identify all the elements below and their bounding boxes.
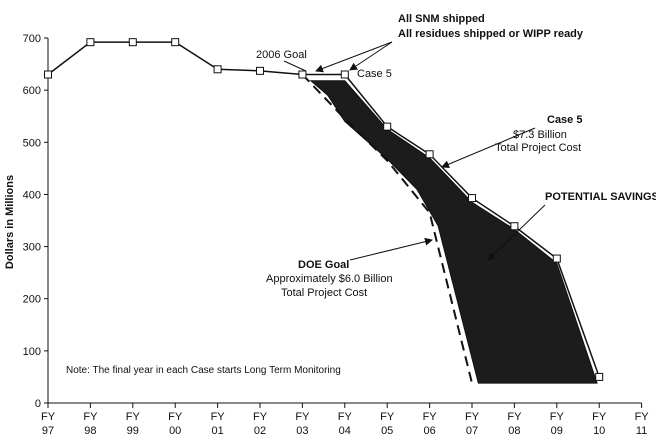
case5-line (47, 41, 600, 378)
x-tick-label-fy: FY (126, 411, 141, 423)
case5-marker (552, 254, 561, 263)
x-tick-label-fy: FY (338, 411, 353, 423)
y-tick-label: 300 (23, 242, 41, 254)
case5-marker (425, 150, 434, 159)
annotation-doe-cost: Approximately $6.0 Billion (266, 273, 393, 285)
arrow-case5-label (441, 127, 536, 168)
x-tick-label-year: 08 (508, 425, 520, 437)
x-tick-label-fy: FY (635, 411, 650, 423)
y-axis-label: Dollars in Millions (4, 175, 16, 269)
arrow-snm-to-2006 (315, 41, 393, 73)
x-tick-label-fy: FY (211, 411, 226, 423)
x-tick-label-year: 04 (339, 425, 351, 437)
doe-goal-line (301, 73, 473, 384)
arrow-2006-goal (283, 60, 307, 72)
annotation-arrows (283, 41, 546, 261)
x-tick-label-fy: FY (592, 411, 607, 423)
annotation-note: Note: The final year in each Case starts… (66, 365, 341, 376)
annotation-all-residues: All residues shipped or WIPP ready (398, 28, 584, 40)
arrow-potential-savings (487, 204, 546, 261)
x-tick-label-year: 00 (169, 425, 181, 437)
y-tick-label: 200 (23, 294, 41, 306)
case5-marker (128, 38, 137, 47)
x-tick-label-year: 03 (296, 425, 308, 437)
case5-marker (383, 122, 392, 131)
y-tick-label: 600 (23, 85, 41, 97)
annotation-case5-short: Case 5 (357, 68, 392, 80)
x-tick-label-year: 01 (211, 425, 223, 437)
case5-marker (510, 222, 519, 231)
case5-marker (213, 65, 222, 74)
case5-marker (298, 70, 307, 79)
x-tick-label-fy: FY (507, 411, 522, 423)
case5-marker (595, 372, 604, 381)
x-tick-label-fy: FY (295, 411, 310, 423)
x-tick-label-year: 02 (254, 425, 266, 437)
annotation-case5-total: Total Project Cost (495, 142, 581, 154)
annotation-doe-goal-title: DOE Goal (298, 259, 349, 271)
case5-marker (340, 70, 349, 79)
x-tick-label-year: 98 (84, 425, 96, 437)
x-tick-label-fy: FY (550, 411, 565, 423)
axes (44, 37, 643, 408)
annotation-case5-cost: $7.3 Billion (513, 129, 567, 141)
case5-marker (256, 66, 264, 75)
x-tick-label-fy: FY (41, 411, 56, 423)
x-tick-label-fy: FY (465, 411, 480, 423)
arrow-snm-to-case5 (349, 41, 393, 71)
y-tick-label: 500 (23, 137, 41, 149)
x-tick-label-fy: FY (380, 411, 395, 423)
x-tick-label-fy: FY (423, 411, 438, 423)
y-tick-label: 700 (23, 33, 41, 45)
y-tick-label: 400 (23, 189, 41, 201)
x-tick-label-year: 10 (593, 425, 605, 437)
case5-marker (44, 70, 52, 79)
x-tick-label-year: 11 (636, 425, 647, 437)
x-tick-label-year: 99 (127, 425, 139, 437)
x-tick-label-year: 06 (423, 425, 435, 437)
case5-marker (171, 38, 180, 47)
y-tick-label: 0 (35, 398, 41, 410)
annotation-case5-title: Case 5 (547, 114, 582, 126)
x-tick-label-year: 97 (42, 425, 54, 437)
x-tick-label-year: 09 (551, 425, 563, 437)
x-tick-label-year: 05 (381, 425, 393, 437)
annotation-all-snm: All SNM shipped (398, 13, 485, 25)
annotations: All SNM shipped All residues shipped or … (66, 13, 656, 376)
annotation-2006-goal: 2006 Goal (256, 49, 307, 61)
y-tick-label: 100 (23, 346, 41, 358)
tick-labels: 0 100 200 300 400 500 600 700 FY 97 FY 98 FY 99 FY 00 FY… (23, 33, 650, 437)
arrow-doe-goal (349, 237, 433, 261)
annotation-doe-total: Total Project Cost (281, 287, 367, 299)
x-tick-label-year: 07 (466, 425, 478, 437)
x-tick-label-fy: FY (168, 411, 183, 423)
annotation-potential-savings: POTENTIAL SAVINGS (545, 191, 656, 203)
x-tick-label-fy: FY (83, 411, 98, 423)
potential-savings-area (309, 80, 598, 384)
series-group (44, 38, 604, 384)
case5-marker (468, 194, 476, 203)
case5-marker (86, 38, 95, 47)
savings-area-group (309, 80, 598, 384)
x-tick-label-fy: FY (253, 411, 268, 423)
